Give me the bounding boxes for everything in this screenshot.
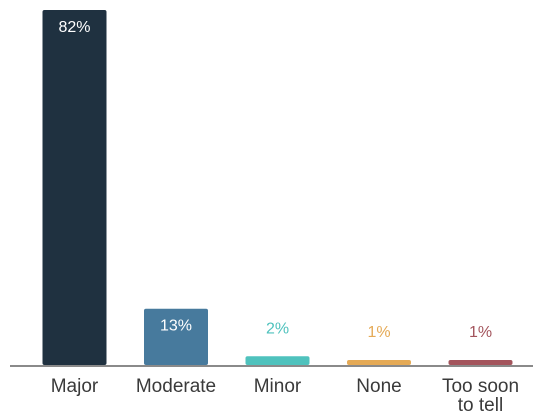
value-label-major: 82% (58, 19, 90, 36)
value-label-moderate: 13% (160, 318, 192, 335)
bar-major (42, 10, 107, 365)
category-label-none: None (356, 376, 401, 397)
category-label-major: Major (51, 376, 99, 397)
value-label-none: 1% (367, 324, 390, 341)
bar-moderate (144, 308, 208, 365)
bars-layer (42, 10, 513, 365)
value-label-minor: 2% (266, 320, 289, 337)
category-label-too-soon-to-tell: Too soon to tell (442, 376, 519, 416)
bar-minor (245, 356, 310, 365)
bar-too-soon-to-tell (448, 360, 513, 365)
value-label-too-soon-to-tell: 1% (469, 324, 492, 341)
labels-layer: 82% Major 13% Moderate 2% Minor 1% None 1% Too so… (51, 19, 519, 416)
category-label-moderate: Moderate (136, 376, 216, 397)
category-label-minor: Minor (254, 376, 302, 397)
bar-none (347, 360, 411, 365)
